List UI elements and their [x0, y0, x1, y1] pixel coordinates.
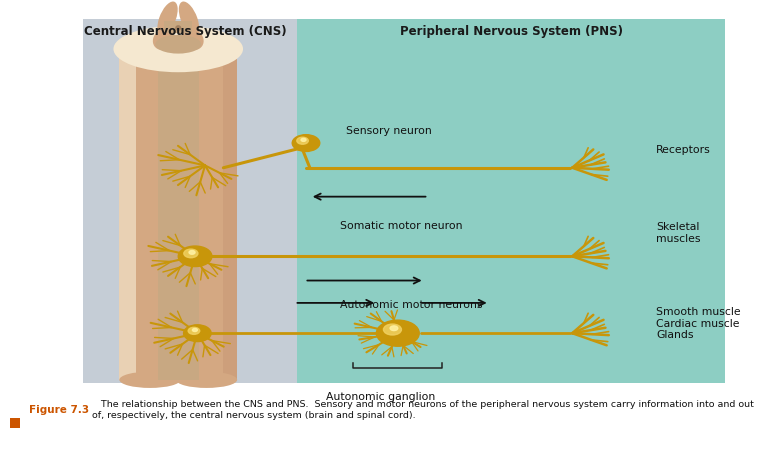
- Text: The relationship between the CNS and PNS.  Sensory and motor neurons of the peri: The relationship between the CNS and PNS…: [92, 400, 754, 420]
- Text: Sensory neuron: Sensory neuron: [346, 126, 431, 137]
- Circle shape: [188, 327, 200, 335]
- Circle shape: [184, 249, 198, 258]
- Text: Smooth muscle
Cardiac muscle
Glands: Smooth muscle Cardiac muscle Glands: [656, 307, 741, 341]
- Circle shape: [189, 251, 195, 254]
- Bar: [176, 49, 193, 380]
- Text: Skeletal
muscles: Skeletal muscles: [656, 222, 701, 244]
- Bar: [164, 21, 192, 33]
- Bar: [223, 49, 237, 380]
- Circle shape: [178, 246, 212, 267]
- Bar: [119, 49, 181, 380]
- Bar: [158, 49, 199, 380]
- Text: Autonomic motor neurons: Autonomic motor neurons: [340, 300, 483, 310]
- Text: Autonomic ganglion: Autonomic ganglion: [327, 392, 435, 402]
- Bar: [176, 49, 237, 380]
- Circle shape: [297, 137, 308, 144]
- Ellipse shape: [179, 1, 199, 36]
- Text: Figure 7.3: Figure 7.3: [29, 405, 90, 415]
- Circle shape: [390, 326, 398, 330]
- Circle shape: [193, 329, 197, 331]
- Circle shape: [383, 324, 402, 335]
- Bar: [297, 19, 725, 383]
- Circle shape: [301, 138, 306, 141]
- Ellipse shape: [175, 25, 181, 31]
- Ellipse shape: [176, 41, 237, 57]
- Bar: [83, 19, 297, 383]
- Ellipse shape: [119, 372, 181, 388]
- Bar: [167, 49, 181, 380]
- Text: Central Nervous System (CNS): Central Nervous System (CNS): [84, 25, 286, 38]
- Ellipse shape: [113, 26, 243, 72]
- Ellipse shape: [155, 35, 201, 54]
- Ellipse shape: [182, 29, 203, 50]
- Ellipse shape: [119, 41, 181, 57]
- Bar: [10, 418, 20, 428]
- Circle shape: [376, 320, 419, 346]
- Text: Receptors: Receptors: [656, 145, 711, 155]
- Ellipse shape: [176, 372, 237, 388]
- Text: Peripheral Nervous System (PNS): Peripheral Nervous System (PNS): [399, 25, 623, 38]
- Text: Somatic motor neuron: Somatic motor neuron: [340, 221, 463, 231]
- Bar: [119, 49, 136, 380]
- Ellipse shape: [158, 1, 177, 36]
- Circle shape: [292, 135, 320, 151]
- Ellipse shape: [153, 29, 174, 50]
- Circle shape: [184, 325, 211, 342]
